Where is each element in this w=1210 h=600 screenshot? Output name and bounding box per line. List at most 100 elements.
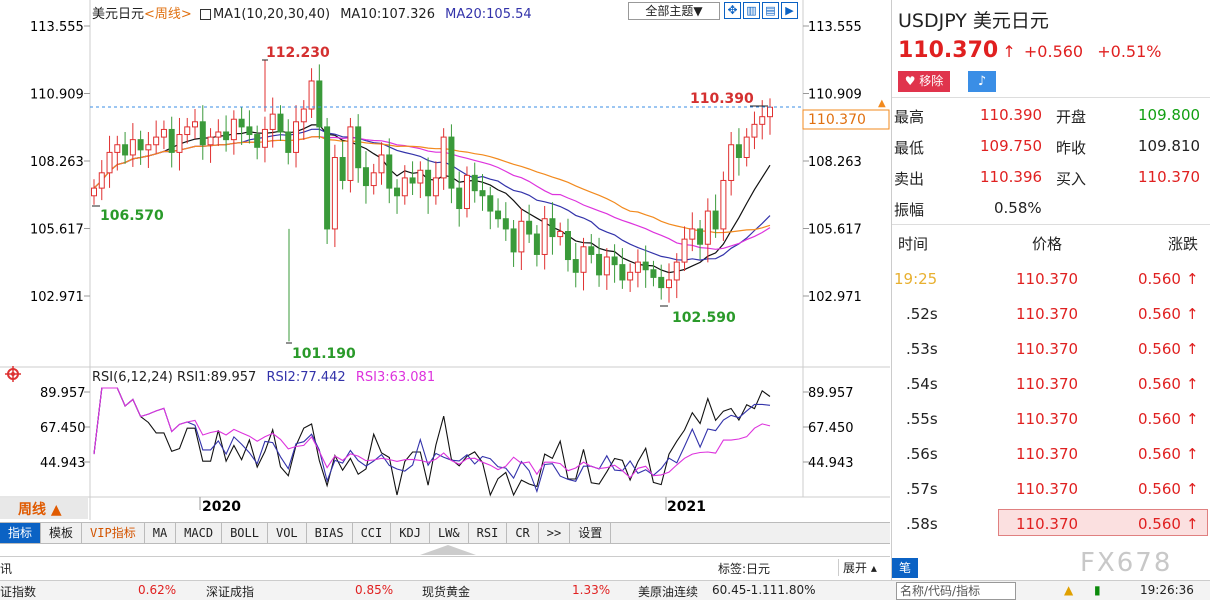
candle-down xyxy=(355,126,362,169)
up-arrow-icon: ↑ xyxy=(1186,375,1199,393)
status-name-1[interactable]: 深证成指 xyxy=(206,585,255,599)
tick-time: .54s xyxy=(906,375,938,393)
tick-time: .53s xyxy=(906,340,938,358)
period-link[interactable]: <周线> xyxy=(144,7,192,22)
tick-row[interactable]: .56s 110.370 0.560 ↑ xyxy=(892,437,1210,472)
quote-value: 109.750 xyxy=(980,137,1043,155)
candle-down xyxy=(479,190,486,197)
candle-down xyxy=(409,177,416,184)
remove-watchlist-button[interactable]: ♥ 移除 xyxy=(898,71,950,92)
up-arrow-icon: ↑ xyxy=(1186,305,1199,323)
current-price-tag xyxy=(802,109,890,130)
quote-price: 110.370 xyxy=(898,38,999,63)
tick-row[interactable]: .52s 110.370 0.560 ↑ xyxy=(892,297,1210,332)
symbol-label: 美元日元 xyxy=(92,7,145,22)
candle-down xyxy=(316,80,323,128)
chart-area[interactable]: 113.555 113.555 110.909 110.909 108.263 108.2… xyxy=(0,0,890,520)
tab-1[interactable]: 模板 xyxy=(41,523,83,543)
tab-6[interactable]: VOL xyxy=(268,523,307,543)
status-value-0: 0.62% xyxy=(138,583,177,597)
tick-price: 110.370 xyxy=(1016,445,1079,463)
tab-8[interactable]: CCI xyxy=(353,523,392,543)
watermark: FX678 xyxy=(1080,548,1173,578)
tab-10[interactable]: LW& xyxy=(430,523,469,543)
gear-icon[interactable] xyxy=(5,366,21,382)
tick-row[interactable]: 19:25 110.370 0.560 ↑ xyxy=(892,262,1210,297)
candle-up xyxy=(541,218,548,255)
chart-toolbar: ✥ ▥ ▤ ▶ xyxy=(724,2,798,19)
next-icon[interactable]: ▶ xyxy=(781,2,798,19)
price-chart[interactable]: 113.555 113.555 110.909 110.909 108.263 108.2… xyxy=(0,0,890,520)
up-arrow-icon: ↑ xyxy=(1186,480,1199,498)
candle-down xyxy=(572,259,579,273)
tick-row[interactable]: .57s 110.370 0.560 ↑ xyxy=(892,472,1210,507)
alert-bell-icon[interactable]: ▲ xyxy=(1064,583,1074,597)
period-button[interactable] xyxy=(0,498,88,519)
quote-value: 109.810 xyxy=(1138,137,1201,155)
bottom-tab[interactable]: 笔 xyxy=(892,558,918,578)
tab-0[interactable]: 指标 xyxy=(0,523,42,543)
tick-row[interactable]: .55s 110.370 0.560 ↑ xyxy=(892,402,1210,437)
tick-header-change: 涨跌 xyxy=(1168,235,1199,253)
tick-row[interactable]: .58s 110.370 0.560 ↑ xyxy=(892,507,1210,542)
tab-14[interactable]: 设置 xyxy=(570,523,612,543)
quote-label: 卖出 xyxy=(894,170,925,188)
tab-5[interactable]: BOLL xyxy=(222,523,268,543)
rsi3-line xyxy=(93,387,771,479)
candle-up xyxy=(673,261,680,281)
status-time: 19:26:36 xyxy=(1140,583,1194,597)
candle-down xyxy=(650,269,657,278)
tick-row[interactable]: .54s 110.370 0.560 ↑ xyxy=(892,367,1210,402)
scroll-grip-icon[interactable] xyxy=(420,545,476,555)
candle-up xyxy=(432,177,439,197)
candle-up xyxy=(308,80,315,110)
news-tag[interactable]: 标签:日元 xyxy=(718,562,771,576)
candle-down xyxy=(324,126,331,230)
up-arrow-icon: ↑ xyxy=(1186,515,1199,533)
crosshair-icon[interactable]: ✥ xyxy=(724,2,741,19)
tab-13[interactable]: >> xyxy=(539,523,571,543)
tick-time: .55s xyxy=(906,410,938,428)
tab-3[interactable]: MA xyxy=(145,523,177,543)
quote-label: 振幅 xyxy=(894,201,925,219)
tab-9[interactable]: KDJ xyxy=(391,523,430,543)
status-value-3: 60.45-1.111.80% xyxy=(712,583,816,597)
tick-change: 0.560 xyxy=(1138,340,1181,358)
candle-up xyxy=(603,256,610,276)
candle-down xyxy=(611,256,618,266)
status-name-3[interactable]: 美原油连续 xyxy=(638,585,699,599)
status-name-2[interactable]: 现货黄金 xyxy=(422,585,471,599)
candle-up xyxy=(192,121,199,128)
theme-button[interactable]: 全部主题▼ xyxy=(628,2,720,20)
quote-title: USDJPY 美元日元 xyxy=(898,10,1049,32)
tick-header-row: 时间 价格 涨跌 xyxy=(892,227,1210,257)
quote-panel: USDJPY 美元日元 110.370 ↑ +0.560 +0.51% ♥ 移除… xyxy=(891,0,1210,580)
tick-price: 110.370 xyxy=(1016,480,1079,498)
zoom-out-icon[interactable]: ▤ xyxy=(762,2,779,19)
tab-11[interactable]: RSI xyxy=(469,523,508,543)
rsi2-value: RSI2:77.442 xyxy=(266,370,346,385)
status-name-0[interactable]: 证指数 xyxy=(0,585,37,599)
candle-up xyxy=(160,128,167,138)
candle-down xyxy=(502,218,509,230)
ma-legend-icon xyxy=(199,9,211,20)
expand-button[interactable]: 展开 ▴ xyxy=(838,559,877,576)
candle-up xyxy=(440,136,447,179)
candle-up xyxy=(720,179,727,230)
candle-down xyxy=(596,253,603,276)
tab-12[interactable]: CR xyxy=(507,523,539,543)
candle-up xyxy=(580,246,587,273)
status-bar: 证指数 0.62% 深证成指 0.85% 现货黄金 1.33% 美原油连续 60… xyxy=(0,580,1210,600)
ma-label: MA1(10,20,30,40) xyxy=(212,7,331,22)
annotation-low: 101.190 xyxy=(292,346,356,362)
candle-up xyxy=(129,139,136,156)
tick-row[interactable]: .53s 110.370 0.560 ↑ xyxy=(892,332,1210,367)
candle-down xyxy=(549,218,556,238)
search-input[interactable]: 名称/代码/指标 xyxy=(896,582,1016,600)
zoom-in-icon[interactable]: ▥ xyxy=(743,2,760,19)
tab-7[interactable]: BIAS xyxy=(307,523,353,543)
tab-2[interactable]: VIP指标 xyxy=(82,523,145,543)
rsi-label: RSI(6,12,24) xyxy=(92,370,173,385)
tab-4[interactable]: MACD xyxy=(176,523,223,543)
notification-bell-button[interactable]: ♪ xyxy=(968,71,996,92)
